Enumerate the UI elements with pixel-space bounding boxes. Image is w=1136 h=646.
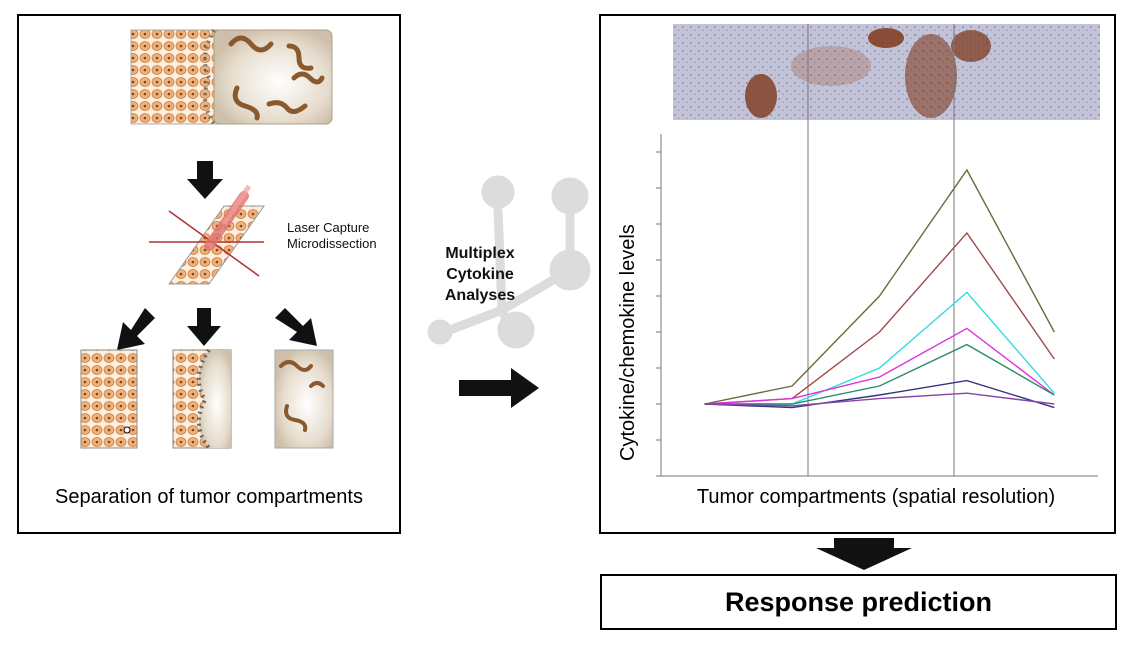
compartment-separation-panel: Laser Capture Microdissection Separation… (17, 14, 401, 534)
tumor-compartment (80, 349, 138, 449)
cytokine-chart-panel: Cytokine/chemokine levels Tumor compartm… (599, 14, 1116, 534)
multiplex-line3: Analyses (444, 287, 516, 304)
lcm-label-line1: Laser Capture (287, 220, 370, 235)
down-arrow-icon (187, 161, 223, 199)
y-axis-label: Cytokine/chemokine levels (617, 224, 639, 461)
tissue-illustrations (80, 29, 334, 450)
series-line-5 (704, 343, 1055, 405)
down-left-arrow-icon (117, 308, 155, 350)
multiplex-line1: Multiplex (445, 245, 515, 262)
series-line-2 (704, 231, 1055, 405)
margin-compartment (172, 348, 232, 450)
series-line-4 (704, 327, 1055, 405)
y-ticks (656, 151, 661, 477)
response-label: Response prediction (724, 586, 993, 617)
series-line-6 (704, 379, 1055, 409)
molecule-network-icon (427, 175, 591, 349)
down-right-arrow-icon (275, 308, 317, 346)
series-line-1 (704, 168, 1055, 405)
down-arrow-icon (187, 308, 221, 346)
tissue-block (130, 29, 333, 126)
series-line-7 (704, 392, 1055, 407)
series-group (704, 168, 1055, 409)
histology-image (673, 24, 1100, 120)
lcm-label-line2: Microdissection (287, 236, 377, 251)
stroma-compartment (274, 349, 334, 449)
chart-svg (656, 24, 1100, 477)
series-line-3 (704, 291, 1055, 405)
laser-capture-slide (149, 184, 265, 285)
left-caption: Separation of tumor compartments (55, 486, 363, 508)
x-axis-label: Tumor compartments (spatial resolution) (696, 486, 1056, 508)
response-prediction-box: Response prediction (600, 574, 1117, 630)
multiplex-label: Multiplex Cytokine Analyses (420, 243, 540, 306)
down-arrow-icon (816, 538, 912, 570)
right-arrow-icon (459, 368, 539, 408)
multiplex-line2: Cytokine (446, 266, 514, 283)
lcm-label: Laser Capture Microdissection (287, 220, 377, 252)
